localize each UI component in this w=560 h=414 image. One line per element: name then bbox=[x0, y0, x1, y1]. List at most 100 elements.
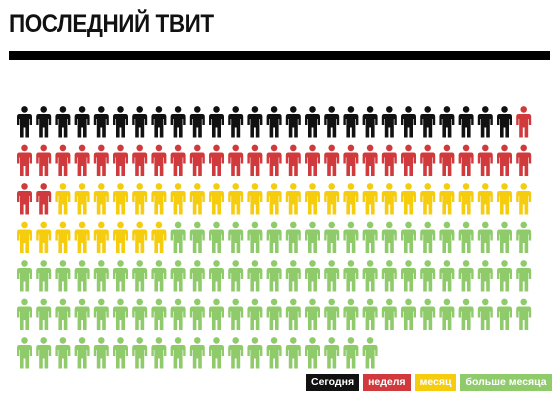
person-icon bbox=[305, 144, 320, 176]
person-icon bbox=[151, 298, 167, 330]
person-icon bbox=[17, 106, 32, 138]
person-icon bbox=[228, 298, 244, 330]
person-icon bbox=[420, 106, 436, 138]
person-icon bbox=[151, 106, 167, 138]
person-icon bbox=[17, 260, 32, 292]
person-icon bbox=[439, 260, 455, 292]
legend-item-month: месяц bbox=[414, 374, 457, 391]
person-icon bbox=[170, 221, 186, 253]
person-icon bbox=[113, 260, 128, 292]
person-icon bbox=[55, 106, 71, 138]
person-icon bbox=[516, 260, 532, 292]
person-icon bbox=[401, 106, 416, 138]
person-icon bbox=[17, 221, 32, 253]
person-icon bbox=[497, 106, 512, 138]
person-icon bbox=[132, 183, 148, 215]
person-icon bbox=[132, 221, 148, 253]
person-icon bbox=[247, 183, 263, 215]
person-icon bbox=[209, 221, 224, 253]
person-icon bbox=[55, 144, 71, 176]
person-icon bbox=[477, 144, 493, 176]
person-icon bbox=[343, 221, 359, 253]
person-icon bbox=[285, 106, 301, 138]
person-icon bbox=[36, 183, 52, 215]
person-icon bbox=[420, 221, 436, 253]
person-icon bbox=[132, 106, 148, 138]
person-icon bbox=[439, 106, 455, 138]
person-icon bbox=[228, 337, 244, 369]
person-icon bbox=[458, 260, 474, 292]
person-icon bbox=[36, 298, 52, 330]
person-icon bbox=[17, 144, 32, 176]
person-icon bbox=[477, 221, 493, 253]
person-icon bbox=[247, 106, 263, 138]
person-icon bbox=[113, 337, 128, 369]
person-icon bbox=[497, 144, 512, 176]
person-icon bbox=[189, 337, 205, 369]
person-icon bbox=[439, 221, 455, 253]
person-icon bbox=[266, 144, 282, 176]
person-icon bbox=[170, 260, 186, 292]
person-icon bbox=[401, 183, 416, 215]
person-icon bbox=[151, 183, 167, 215]
person-icon bbox=[362, 183, 378, 215]
person-icon bbox=[266, 298, 282, 330]
person-icon bbox=[343, 337, 359, 369]
person-icon bbox=[93, 260, 109, 292]
person-icon bbox=[209, 260, 224, 292]
person-icon bbox=[17, 298, 32, 330]
person-icon bbox=[381, 260, 397, 292]
person-icon bbox=[189, 298, 205, 330]
person-icon bbox=[324, 144, 340, 176]
person-icon bbox=[362, 298, 378, 330]
title-rule bbox=[9, 51, 550, 60]
person-icon bbox=[209, 106, 224, 138]
person-icon bbox=[324, 183, 340, 215]
person-icon bbox=[362, 221, 378, 253]
person-icon bbox=[74, 106, 90, 138]
person-icon bbox=[247, 260, 263, 292]
person-icon bbox=[228, 260, 244, 292]
person-icon bbox=[497, 183, 512, 215]
person-icon bbox=[458, 221, 474, 253]
person-icon bbox=[439, 183, 455, 215]
person-icon bbox=[420, 183, 436, 215]
person-icon bbox=[497, 221, 512, 253]
person-icon bbox=[55, 183, 71, 215]
person-icon bbox=[151, 144, 167, 176]
person-icon bbox=[132, 260, 148, 292]
person-icon bbox=[228, 106, 244, 138]
person-icon bbox=[477, 183, 493, 215]
person-icon bbox=[228, 183, 244, 215]
person-icon bbox=[324, 221, 340, 253]
person-icon bbox=[458, 144, 474, 176]
person-icon bbox=[343, 298, 359, 330]
person-icon bbox=[113, 106, 128, 138]
person-icon bbox=[381, 106, 397, 138]
person-icon bbox=[36, 106, 52, 138]
legend-item-today: Сегодня bbox=[306, 374, 360, 391]
person-icon bbox=[343, 106, 359, 138]
person-icon bbox=[55, 298, 71, 330]
person-icon bbox=[401, 260, 416, 292]
person-icon bbox=[74, 144, 90, 176]
person-icon bbox=[516, 183, 532, 215]
person-icon bbox=[189, 144, 205, 176]
person-icon bbox=[305, 337, 320, 369]
person-icon bbox=[324, 298, 340, 330]
person-icon bbox=[285, 221, 301, 253]
person-icon bbox=[343, 183, 359, 215]
person-icon bbox=[55, 221, 71, 253]
person-icon bbox=[209, 144, 224, 176]
legend-item-over-month: больше месяца bbox=[460, 374, 552, 391]
person-icon bbox=[266, 337, 282, 369]
person-icon bbox=[17, 337, 32, 369]
person-icon bbox=[17, 183, 32, 215]
person-icon bbox=[189, 260, 205, 292]
person-icon bbox=[362, 106, 378, 138]
person-icon bbox=[151, 337, 167, 369]
person-icon bbox=[113, 298, 128, 330]
person-icon bbox=[285, 183, 301, 215]
person-icon bbox=[209, 337, 224, 369]
